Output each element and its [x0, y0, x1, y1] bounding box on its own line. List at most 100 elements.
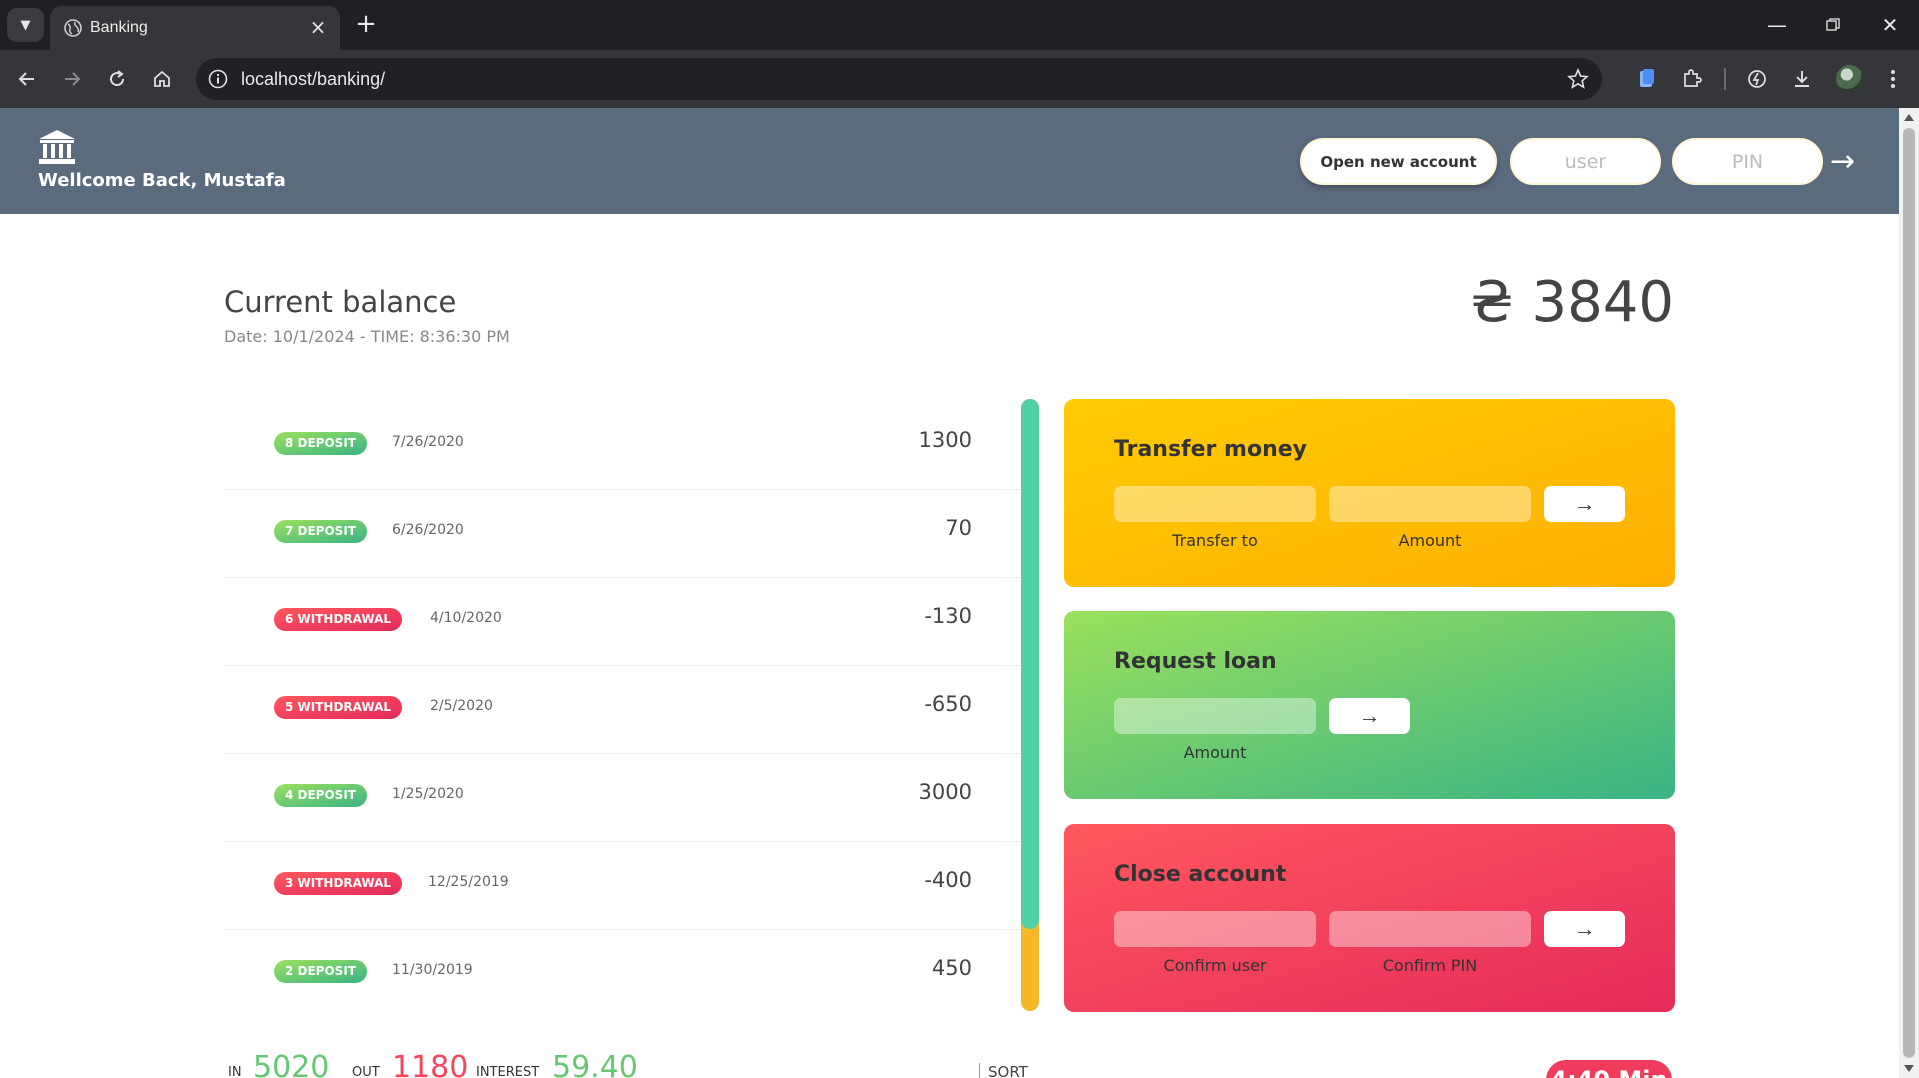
movement-value: 1300: [918, 428, 972, 452]
transfer-to-input[interactable]: [1114, 486, 1316, 522]
movement-row: 7 DEPOSIT 6/26/2020 70: [224, 490, 1022, 578]
tab-title: Banking: [90, 19, 148, 36]
movement-date: 11/30/2019: [392, 962, 473, 978]
movement-row: 6 WITHDRAWAL 4/10/2020 -130: [224, 578, 1022, 666]
logout-timer: 4:40 Min: [1546, 1060, 1672, 1078]
loan-title: Request loan: [1114, 649, 1277, 674]
movement-type-badge: 8 DEPOSIT: [274, 432, 367, 455]
back-icon[interactable]: [10, 62, 44, 96]
close-user-input[interactable]: [1114, 911, 1316, 947]
download-icon[interactable]: [1789, 66, 1815, 92]
tab-search-chevron-icon[interactable]: ▼: [7, 8, 44, 42]
summary-in-label: In: [228, 1065, 242, 1078]
app-header: Wellcome Back, Mustafa Open new account …: [0, 108, 1899, 214]
close-window-icon[interactable]: ✕: [1881, 13, 1899, 37]
transfer-money-card: Transfer money → Transfer to Amount: [1064, 399, 1675, 587]
loan-amount-input[interactable]: [1114, 698, 1316, 734]
login-arrow-button[interactable]: →: [1830, 144, 1856, 179]
profile-avatar[interactable]: [1836, 65, 1863, 92]
movements-list[interactable]: 8 DEPOSIT 7/26/2020 1300 7 DEPOSIT 6/26/…: [224, 402, 1022, 1011]
movement-value: -650: [924, 692, 972, 716]
movement-value: -130: [924, 604, 972, 628]
extension-doc-icon[interactable]: [1634, 66, 1660, 92]
movement-row: 4 DEPOSIT 1/25/2020 3000: [224, 754, 1022, 842]
close-pin-label: Confirm PIN: [1382, 956, 1478, 975]
close-title: Close account: [1114, 862, 1287, 887]
movement-type-badge: 6 WITHDRAWAL: [274, 608, 403, 631]
forward-icon[interactable]: [55, 62, 89, 96]
login-pin-input[interactable]: [1672, 138, 1823, 185]
movement-type-badge: 7 DEPOSIT: [274, 520, 367, 543]
movement-row: 2 DEPOSIT 11/30/2019 450: [224, 930, 1022, 1011]
performance-icon[interactable]: [1744, 66, 1770, 92]
balance-date: Date: 10/1/2024 - TIME: 8:36:30 PM: [224, 327, 510, 346]
tab-close-icon[interactable]: ×: [309, 15, 327, 39]
open-new-account-button[interactable]: Open new account: [1300, 138, 1497, 185]
movement-date: 1/25/2020: [392, 786, 464, 802]
welcome-message: Wellcome Back, Mustafa: [38, 170, 286, 191]
toolbar-divider: [1724, 68, 1726, 90]
movement-date: 12/25/2019: [428, 874, 509, 890]
time-prefix: - TIME:: [354, 327, 420, 346]
movement-date: 4/10/2020: [430, 610, 502, 626]
movement-type-badge: 4 DEPOSIT: [274, 784, 367, 807]
transfer-amount-input[interactable]: [1329, 486, 1531, 522]
movement-type-badge: 3 WITHDRAWAL: [274, 872, 403, 895]
time-value: 8:36:30 PM: [419, 327, 510, 346]
balance-value: ₴ 3840: [1470, 270, 1674, 335]
close-pin-input[interactable]: [1329, 911, 1531, 947]
movement-row: 5 WITHDRAWAL 2/5/2020 -650: [224, 666, 1022, 754]
movement-date: 6/26/2020: [392, 522, 464, 538]
login-user-input[interactable]: [1510, 138, 1661, 185]
close-account-card: Close account → Confirm user Confirm PIN: [1064, 824, 1675, 1012]
browser-tab[interactable]: Banking ×: [50, 6, 340, 50]
movement-value: 3000: [918, 780, 972, 804]
transfer-amount-label: Amount: [1398, 531, 1462, 550]
summary-out-label: Out: [352, 1065, 380, 1078]
reload-icon[interactable]: [100, 62, 134, 96]
movement-row: 8 DEPOSIT 7/26/2020 1300: [224, 402, 1022, 490]
browser-toolbar: localhost/banking/: [0, 50, 1919, 108]
bank-logo-icon: [39, 130, 75, 164]
url-text[interactable]: localhost/banking/: [241, 69, 386, 89]
close-user-label: Confirm user: [1163, 956, 1267, 975]
bookmark-star-icon[interactable]: [1566, 67, 1590, 91]
page-scrollbar-thumb[interactable]: [1903, 128, 1915, 1058]
balance-title: Current balance: [224, 285, 457, 319]
transfer-submit-button[interactable]: →: [1544, 486, 1625, 522]
movement-date: 7/26/2020: [392, 434, 464, 450]
movement-type-badge: 2 DEPOSIT: [274, 960, 367, 983]
date-prefix: Date:: [224, 327, 273, 346]
site-info-icon[interactable]: [206, 67, 230, 91]
summary-interest-label: Interest: [476, 1065, 540, 1078]
sort-button[interactable]: SORT: [979, 1063, 1028, 1078]
movement-value: -400: [924, 868, 972, 892]
globe-icon: [64, 19, 82, 37]
movements-scrollbar-thumb[interactable]: [1021, 399, 1039, 929]
loan-submit-button[interactable]: →: [1329, 698, 1410, 734]
minimize-icon[interactable]: —: [1767, 13, 1787, 37]
new-tab-icon[interactable]: +: [355, 9, 377, 39]
browser-tabstrip: ▼ Banking × + — ✕: [0, 0, 1919, 50]
date-value: 10/1/2024: [272, 327, 355, 346]
transfer-to-label: Transfer to: [1172, 531, 1258, 550]
movement-value: 70: [945, 516, 972, 540]
movement-value: 450: [931, 956, 972, 980]
menu-kebab-icon[interactable]: [1880, 66, 1906, 92]
close-submit-button[interactable]: →: [1544, 911, 1625, 947]
movements-scrollbar[interactable]: [1021, 399, 1039, 1011]
restore-icon[interactable]: [1813, 8, 1853, 42]
page-scrollbar[interactable]: [1899, 108, 1919, 1078]
summary-interest-value: 59.40: [552, 1050, 638, 1078]
request-loan-card: Request loan → Amount: [1064, 611, 1675, 799]
scroll-down-arrow-icon[interactable]: [1904, 1065, 1914, 1072]
movement-row: 3 WITHDRAWAL 12/25/2019 -400: [224, 842, 1022, 930]
summary-out-value: 1180: [392, 1050, 469, 1078]
extensions-puzzle-icon[interactable]: [1679, 66, 1705, 92]
movement-date: 2/5/2020: [430, 698, 493, 714]
home-icon[interactable]: [145, 62, 179, 96]
transfer-title: Transfer money: [1114, 437, 1308, 462]
address-bar[interactable]: localhost/banking/: [196, 58, 1602, 100]
scroll-up-arrow-icon[interactable]: [1904, 114, 1914, 121]
loan-amount-label: Amount: [1183, 743, 1247, 762]
